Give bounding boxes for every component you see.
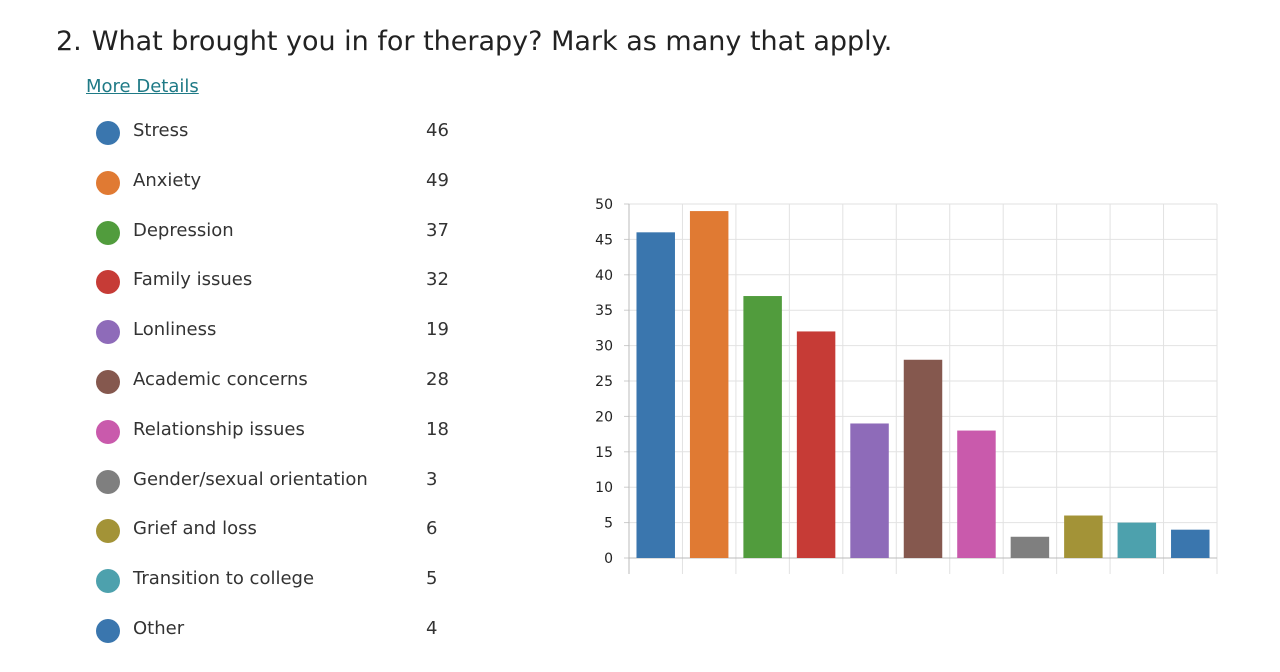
- y-tick-label: 0: [604, 551, 613, 567]
- bar-2: [689, 211, 729, 558]
- legend-count: 19: [426, 319, 449, 341]
- legend-item: Family issues 32: [96, 266, 476, 316]
- legend-count: 4: [426, 617, 438, 639]
- bar-3: [743, 296, 782, 558]
- legend-count: 3: [426, 468, 438, 490]
- legend-color-dot: [96, 369, 120, 394]
- bar-chart: 0 5 10 15 20 25 30 35 40 45 50: [595, 197, 1218, 574]
- legend-label: Anxiety: [133, 169, 202, 191]
- question-number: 2.: [56, 26, 82, 57]
- legend-item: Anxiety 49: [96, 167, 476, 217]
- legend-label: Depression: [133, 219, 234, 241]
- bar-5: [850, 423, 889, 558]
- legend-count: 28: [426, 368, 449, 390]
- legend-color-dot: [96, 519, 120, 544]
- legend-item: Other 4: [96, 615, 476, 665]
- legend: Stress 46 Anxiety 49 Depression 37 Family issu…: [96, 117, 476, 665]
- bar-8: [1010, 536, 1050, 558]
- legend-label: Grief and loss: [133, 518, 257, 540]
- legend-color-dot: [96, 320, 120, 345]
- legend-item: Gender/sexual orientation 3: [96, 466, 476, 516]
- bar-6: [903, 359, 943, 558]
- legend-count: 32: [426, 269, 449, 291]
- bar-10: [1117, 522, 1157, 558]
- legend-label: Relationship issues: [133, 418, 305, 440]
- y-tick-label: 45: [595, 232, 613, 248]
- y-tick-label: 10: [595, 480, 613, 496]
- y-tick-label: 5: [604, 516, 613, 532]
- legend-item: Grief and loss 6: [96, 515, 476, 565]
- bar-7: [957, 430, 996, 558]
- legend-count: 6: [426, 518, 438, 540]
- y-tick-label: 40: [595, 268, 613, 284]
- bar-9: [1064, 515, 1103, 558]
- legend-color-dot: [96, 270, 120, 295]
- legend-color-dot: [96, 569, 120, 594]
- legend-label: Gender/sexual orientation: [133, 468, 368, 490]
- y-tick-label: 15: [595, 445, 613, 461]
- legend-count: 37: [426, 219, 449, 241]
- legend-count: 46: [426, 120, 449, 141]
- bar-4: [796, 331, 836, 558]
- bar-11: [1171, 529, 1210, 558]
- legend-color-dot: [96, 121, 120, 145]
- legend-item: Depression 37: [96, 217, 476, 267]
- legend-label: Other: [133, 617, 185, 639]
- legend-item: Academic concerns 28: [96, 366, 476, 416]
- y-tick-label: 20: [595, 409, 613, 425]
- legend-label: Transition to college: [133, 568, 315, 590]
- legend-item: Stress 46: [96, 117, 476, 167]
- legend-color-dot: [96, 419, 120, 444]
- question-title: 2. What brought you in for therapy? Mark …: [56, 26, 892, 57]
- legend-color-dot: [96, 469, 120, 494]
- legend-color-dot: [96, 618, 120, 643]
- legend-color-dot: [96, 170, 120, 195]
- legend-item: Lonliness 19: [96, 316, 476, 366]
- legend-color-dot: [96, 220, 120, 245]
- bar-1: [636, 232, 675, 558]
- y-tick-label: 50: [595, 197, 613, 213]
- legend-count: 18: [426, 418, 449, 440]
- legend-label: Stress: [133, 120, 189, 141]
- question-text: What brought you in for therapy? Mark as…: [91, 26, 893, 57]
- more-details-link[interactable]: More Details: [86, 76, 199, 97]
- y-tick-label: 35: [595, 303, 613, 319]
- legend-item: Relationship issues 18: [96, 416, 476, 466]
- y-tick-label: 30: [595, 339, 613, 355]
- legend-label: Academic concerns: [133, 368, 308, 390]
- y-tick-label: 25: [595, 374, 613, 390]
- legend-item: Transition to college 5: [96, 565, 476, 615]
- legend-label: Lonliness: [133, 319, 217, 341]
- legend-count: 5: [426, 568, 438, 590]
- legend-count: 49: [426, 169, 449, 191]
- legend-label: Family issues: [133, 269, 253, 291]
